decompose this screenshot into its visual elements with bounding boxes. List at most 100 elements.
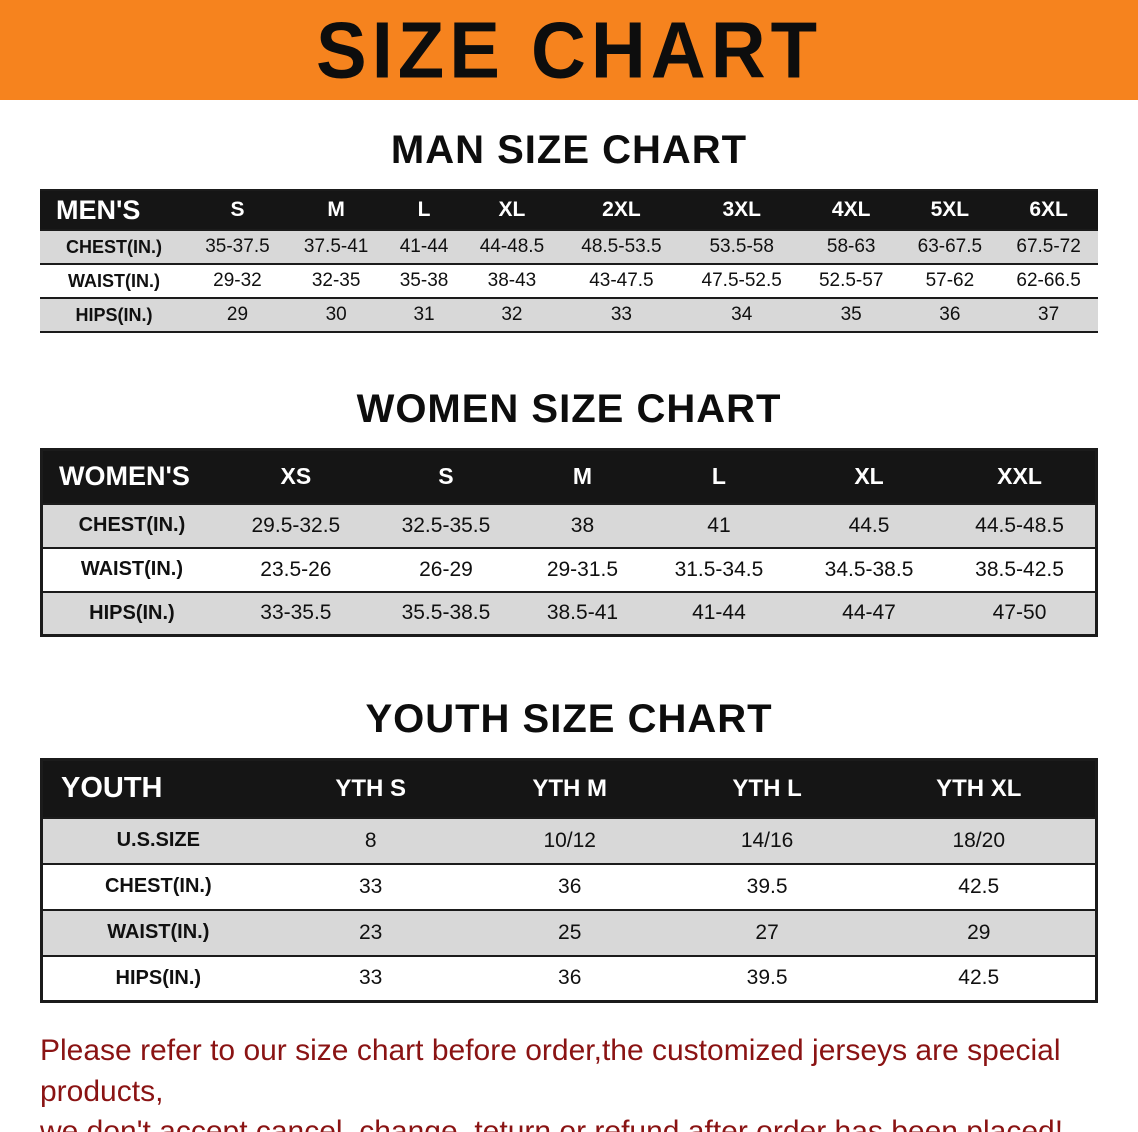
footer-note-line-1: Please refer to our size chart before or… bbox=[40, 1034, 1061, 1108]
value-cell: 42.5 bbox=[958, 874, 1000, 898]
women-size-table: WOMEN'S XS S M L XL XXL CHEST(IN.) 29.5-32.5 32.5… bbox=[40, 448, 1098, 637]
value-cell: 42.5 bbox=[958, 966, 1000, 990]
youth-size-section: YOUTH SIZE CHART YOUTH YTH S YTH M YTH L YTH… bbox=[0, 697, 1138, 1003]
value-cell: 30 bbox=[325, 304, 347, 325]
value-cell: 35-38 bbox=[399, 270, 449, 291]
value-cell: 41 bbox=[707, 513, 731, 537]
value-cell: 52.5-57 bbox=[818, 270, 884, 291]
value-cell: 39.5 bbox=[746, 874, 788, 898]
table-title-cell: WOMEN'S bbox=[41, 449, 221, 504]
size-header-cell: L bbox=[385, 190, 463, 230]
row-label-cell: WAIST(IN.) bbox=[107, 921, 210, 943]
value-cell: 44.5 bbox=[848, 513, 890, 537]
row-label-cell: CHEST(IN.) bbox=[66, 236, 163, 257]
table-row: U.S.SIZE 8 10/12 14/16 18/20 bbox=[41, 817, 1097, 864]
size-header-cell: YTH XL bbox=[862, 759, 1097, 818]
value-cell: 44-47 bbox=[842, 601, 896, 625]
table-row: HIPS(IN.) 33-35.5 35.5-38.5 38.5-41 41-44 44-… bbox=[41, 591, 1097, 636]
footer-note: Please refer to our size chart before or… bbox=[40, 1031, 1098, 1132]
value-cell: 31.5-34.5 bbox=[674, 557, 764, 581]
value-cell: 63-67.5 bbox=[917, 236, 983, 257]
table-row: CHEST(IN.) 33 36 39.5 42.5 bbox=[41, 863, 1097, 910]
table-row: HIPS(IN.) 33 36 39.5 42.5 bbox=[41, 955, 1097, 1002]
value-cell: 44.5-48.5 bbox=[975, 513, 1064, 537]
value-cell: 32-35 bbox=[311, 270, 361, 291]
men-size-section: MAN SIZE CHART MEN'S S M L XL 2XL 3XL 4XL 5XL 6XL… bbox=[0, 128, 1138, 333]
value-cell: 41-44 bbox=[692, 601, 746, 625]
table-header-row: WOMEN'S XS S M L XL XXL bbox=[41, 449, 1097, 504]
value-cell: 27 bbox=[755, 920, 779, 944]
row-label-cell: HIPS(IN.) bbox=[75, 304, 153, 325]
value-cell: 43-47.5 bbox=[589, 270, 654, 291]
table-row: WAIST(IN.) 23 25 27 29 bbox=[41, 909, 1097, 956]
value-cell: 14/16 bbox=[740, 828, 794, 852]
value-cell: 18/20 bbox=[952, 828, 1006, 852]
row-label-cell: CHEST(IN.) bbox=[78, 514, 186, 536]
value-cell: 44-48.5 bbox=[479, 236, 545, 257]
value-cell: 29-32 bbox=[213, 270, 262, 291]
table-title-cell: MEN'S bbox=[40, 190, 189, 230]
value-cell: 57-62 bbox=[925, 270, 975, 291]
value-cell: 67.5-72 bbox=[1016, 236, 1081, 257]
value-cell: 23.5-26 bbox=[260, 557, 332, 581]
row-label-cell: HIPS(IN.) bbox=[89, 601, 175, 624]
table-row: WAIST(IN.) 29-32 32-35 35-38 38-43 43-47.5 47.… bbox=[40, 264, 1098, 298]
men-section-heading: MAN SIZE CHART bbox=[390, 128, 748, 172]
row-label-cell: WAIST(IN.) bbox=[80, 558, 184, 580]
size-header-cell: 6XL bbox=[999, 190, 1098, 230]
value-cell: 32 bbox=[501, 304, 523, 325]
value-cell: 38.5-41 bbox=[546, 601, 619, 625]
value-cell: 35-37.5 bbox=[205, 236, 270, 257]
value-cell: 38.5-42.5 bbox=[975, 557, 1064, 581]
value-cell: 33 bbox=[610, 304, 632, 325]
value-cell: 37 bbox=[1038, 304, 1060, 325]
value-cell: 25 bbox=[558, 920, 582, 944]
size-header-cell: 4XL bbox=[801, 190, 901, 230]
table-header-row: YOUTH YTH S YTH M YTH L YTH XL bbox=[41, 759, 1097, 818]
size-header-cell: M bbox=[521, 449, 644, 504]
size-header-cell: S bbox=[188, 190, 287, 230]
value-cell: 8 bbox=[364, 828, 377, 852]
size-header-cell: YTH S bbox=[273, 759, 468, 818]
value-cell: 38-43 bbox=[487, 270, 537, 291]
size-header-cell: XL bbox=[462, 190, 562, 230]
value-cell: 29.5-32.5 bbox=[251, 513, 341, 537]
row-label-cell: U.S.SIZE bbox=[116, 829, 200, 851]
table-row: CHEST(IN.) 35-37.5 37.5-41 41-44 44-48.5 48.5… bbox=[40, 230, 1098, 264]
value-cell: 33 bbox=[358, 874, 383, 898]
value-cell: 37.5-41 bbox=[303, 236, 369, 257]
size-header-cell: 2XL bbox=[561, 190, 682, 230]
row-label-cell: WAIST(IN.) bbox=[68, 270, 161, 291]
table-row: CHEST(IN.) 29.5-32.5 32.5-35.5 38 41 44.5 44.5… bbox=[41, 503, 1097, 548]
size-header-cell: YTH M bbox=[467, 759, 672, 818]
value-cell: 33-35.5 bbox=[260, 601, 332, 625]
value-cell: 35 bbox=[840, 304, 862, 325]
banner: SIZE CHART bbox=[0, 0, 1138, 100]
size-header-cell: XL bbox=[793, 449, 945, 504]
value-cell: 62-66.5 bbox=[1016, 270, 1081, 291]
value-cell: 36 bbox=[558, 874, 582, 898]
row-label-cell: CHEST(IN.) bbox=[104, 875, 212, 897]
size-header-cell: S bbox=[370, 449, 521, 504]
value-cell: 29 bbox=[226, 304, 249, 325]
youth-size-table: YOUTH YTH S YTH M YTH L YTH XL U.S.SIZE 8 10/12… bbox=[40, 758, 1098, 1003]
value-cell: 32.5-35.5 bbox=[401, 513, 491, 537]
women-size-section: WOMEN SIZE CHART WOMEN'S XS S M L XL XXL CHEST(… bbox=[0, 387, 1138, 637]
value-cell: 23 bbox=[358, 920, 383, 944]
value-cell: 53.5-58 bbox=[709, 236, 774, 257]
table-header-row: MEN'S S M L XL 2XL 3XL 4XL 5XL 6XL bbox=[40, 190, 1098, 230]
size-header-cell: YTH L bbox=[671, 759, 863, 818]
value-cell: 47-50 bbox=[992, 601, 1047, 625]
value-cell: 29-31.5 bbox=[546, 557, 619, 581]
value-cell: 34.5-38.5 bbox=[824, 557, 914, 581]
row-label-cell: HIPS(IN.) bbox=[115, 966, 202, 989]
table-title-cell: YOUTH bbox=[41, 759, 274, 818]
value-cell: 39.5 bbox=[746, 966, 788, 990]
footer-note-line-2: we don't accept cancel, change, teturn o… bbox=[40, 1115, 1064, 1132]
women-section-heading: WOMEN SIZE CHART bbox=[356, 387, 782, 431]
table-row: WAIST(IN.) 23.5-26 26-29 29-31.5 31.5-34.5 34… bbox=[41, 547, 1097, 592]
size-header-cell: L bbox=[643, 449, 794, 504]
value-cell: 48.5-53.5 bbox=[581, 236, 662, 257]
value-cell: 10/12 bbox=[543, 828, 596, 852]
